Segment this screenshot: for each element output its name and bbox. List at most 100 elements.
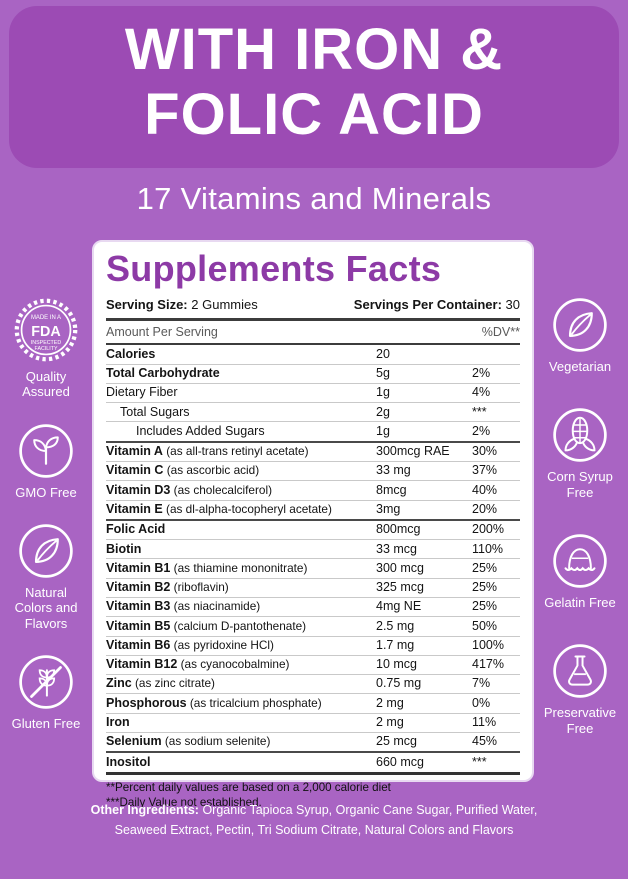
badge-label: Vegetarian [548, 359, 612, 374]
nutrient-name: Iron [106, 715, 130, 730]
other-ingredients-label: Other Ingredients: [90, 803, 199, 817]
badge-label: Preservative Free [543, 705, 617, 736]
nutrient-amount: 300mcg RAE [376, 444, 450, 459]
nutrient-amount: 0.75 mg [376, 676, 422, 691]
nutrient-dv: 30% [472, 444, 498, 459]
badge-corn-syrup-free: Corn Syrup Free [540, 406, 620, 500]
table-row: Zinc (as zinc citrate) 0.75 mg 7% [106, 675, 520, 695]
table-row: Calories 20 [106, 345, 520, 365]
col-amount-per-serving: Amount Per Serving [106, 325, 218, 340]
servings-per-container-value: 30 [505, 297, 520, 313]
badge-preservative-free: Preservative Free [540, 642, 620, 736]
nutrient-dv: 110% [472, 541, 504, 556]
nutrient-amount: 8mcg [376, 482, 407, 497]
nutrient-name: Phosphorous (as tricalcium phosphate) [106, 695, 322, 710]
nutrient-name: Vitamin B1 (as thiamine mononitrate) [106, 560, 308, 575]
nutrient-name: Includes Added Sugars [136, 423, 265, 438]
panel-title: Supplements Facts [106, 248, 442, 289]
table-row: Dietary Fiber 1g 4% [106, 384, 520, 404]
svg-text:MADE IN A: MADE IN A [31, 315, 61, 321]
table-row: Selenium (as sodium selenite) 25 mcg 45% [106, 733, 520, 754]
nutrient-amount: 20 [376, 346, 390, 361]
badges-right: Vegetarian Corn Syrup Free Gelatin Free Pre… [534, 296, 626, 736]
nutrient-amount: 2 mg [376, 715, 404, 730]
serving-info: Serving Size: 2 Gummies Servings Per Con… [106, 294, 520, 322]
footnote-daily-values: **Percent daily values are based on a 2,… [106, 780, 391, 794]
nutrient-dv: 11% [472, 715, 497, 730]
sprout-icon [17, 422, 75, 480]
supplement-rows: Calories 20 Total Carbohydrate 5g 2% Dietary … [106, 345, 520, 775]
nutrient-dv: 2% [472, 423, 491, 438]
serving-size-label: Serving Size: [106, 297, 188, 313]
table-row: Vitamin B1 (as thiamine mononitrate) 300 … [106, 559, 520, 579]
nutrient-dv: 25% [472, 599, 498, 614]
table-row: Vitamin B5 (calcium D-pantothenate) 2.5 m… [106, 617, 520, 637]
nutrient-dv: 25% [472, 560, 498, 575]
badge-quality-assured: MADE IN A FDA INSPECTED FACILITY Quality Ass… [6, 296, 86, 400]
leaf-icon [17, 522, 75, 580]
table-row: Vitamin C (as ascorbic acid) 33 mg 37% [106, 462, 520, 482]
table-row: Vitamin D3 (as cholecalciferol) 8mcg 40% [106, 481, 520, 501]
nutrient-dv: 50% [472, 618, 498, 633]
nutrient-name: Vitamin B2 (riboflavin) [106, 580, 229, 595]
product-subtitle: 17 Vitamins and Minerals [136, 181, 492, 216]
badge-label: Gelatin Free [544, 594, 616, 610]
nutrient-amount: 5g [376, 365, 390, 380]
nutrient-name: Vitamin C (as ascorbic acid) [106, 463, 260, 478]
nutrient-amount: 1.7 mg [376, 637, 415, 652]
table-row: Total Carbohydrate 5g 2% [106, 365, 520, 384]
svg-text:FACILITY: FACILITY [35, 346, 58, 352]
table-row: Inositol 660 mcg *** [106, 753, 520, 775]
badge-natural-colors-and-flavors: Natural Colors and Flavors [6, 522, 86, 631]
nutrient-name: Dietary Fiber [106, 385, 178, 400]
nutrient-dv: 20% [472, 501, 498, 516]
nutrient-amount: 325 mcg [376, 580, 424, 595]
nutrient-amount: 2.5 mg [376, 618, 415, 633]
badge-label: Quality Assured [22, 369, 70, 400]
wheat-crossed-icon [17, 653, 75, 711]
nutrient-amount: 33 mcg [376, 541, 417, 556]
badge-label: GMO Free [15, 484, 77, 500]
nutrient-name: Vitamin A (as all-trans retinyl acetate) [106, 444, 309, 459]
table-row: Vitamin E (as dl-alpha-tocopheryl acetat… [106, 501, 520, 521]
svg-text:INSPECTED: INSPECTED [31, 340, 61, 346]
servings-per-container: Servings Per Container: 30 [354, 297, 520, 312]
nutrient-amount: 2 mg [376, 695, 404, 710]
nutrient-amount: 2g [376, 404, 390, 419]
nutrient-amount: 25 mcg [376, 734, 417, 749]
nutrient-dv: 7% [472, 676, 491, 691]
badges-left: MADE IN A FDA INSPECTED FACILITY Quality Ass… [2, 296, 90, 731]
table-row: Includes Added Sugars 1g 2% [106, 422, 520, 443]
badge-label: Gluten Free [11, 715, 81, 731]
nutrient-amount: 1g [376, 423, 390, 438]
nutrient-dv: *** [472, 754, 487, 769]
servings-per-container-label: Servings Per Container: [353, 297, 502, 313]
nutrient-name: Total Sugars [120, 404, 190, 419]
table-row: Vitamin B2 (riboflavin) 325 mcg 25% [106, 579, 520, 598]
nutrient-name: Vitamin B5 (calcium D-pantothenate) [106, 618, 307, 633]
nutrient-amount: 300 mcg [376, 560, 424, 575]
supplement-facts-panel: Supplements Facts Serving Size: 2 Gummie… [92, 240, 534, 809]
table-row: Total Sugars 2g *** [106, 403, 520, 423]
serving-size: Serving Size: 2 Gummies [106, 297, 258, 312]
nutrient-amount: 660 mcg [376, 754, 424, 769]
table-row: Folic Acid 800mcg 200% [106, 521, 520, 541]
nutrient-name: Vitamin B6 (as pyridoxine HCl) [106, 637, 274, 652]
table-row: Vitamin A (as all-trans retinyl acetate)… [106, 443, 520, 462]
col-daily-value: %DV** [481, 325, 520, 340]
product-title-line1: WITH IRON & [124, 17, 504, 82]
leaf-icon [551, 296, 609, 354]
badge-gelatin-free: Gelatin Free [544, 532, 616, 610]
badge-label: Corn Syrup Free [547, 469, 613, 500]
header-banner: WITH IRON & FOLIC ACID [9, 6, 619, 168]
footnotes: **Percent daily values are based on a 2,… [106, 775, 520, 812]
badge-vegetarian: Vegetarian [549, 296, 611, 374]
svg-text:FDA: FDA [31, 324, 60, 340]
nutrient-name: Total Carbohydrate [106, 365, 220, 380]
badge-label: Natural Colors and Flavors [14, 584, 78, 631]
badge-gmo-free: GMO Free [15, 422, 77, 500]
flask-icon [551, 642, 609, 700]
nutrient-dv: 40% [472, 482, 498, 497]
nutrient-dv: *** [472, 404, 487, 419]
